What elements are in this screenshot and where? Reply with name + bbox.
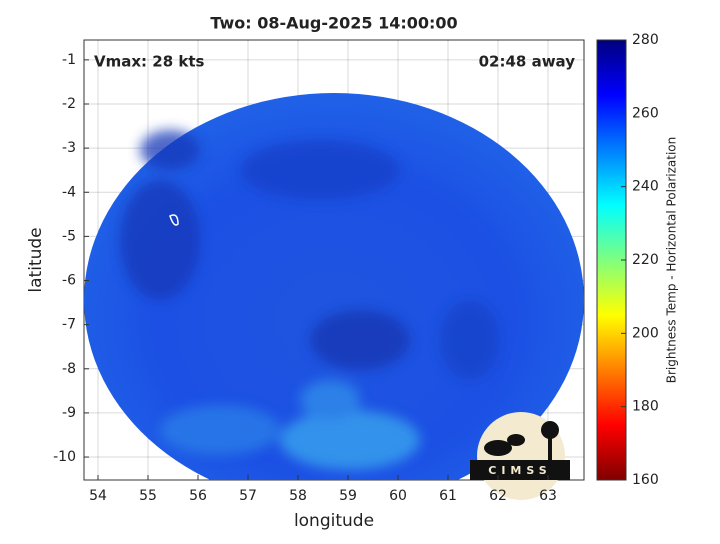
annotation: Vmax: 28 kts bbox=[94, 53, 204, 71]
y-tick-label: -1 bbox=[62, 52, 76, 68]
x-tick-label: 63 bbox=[539, 488, 557, 504]
x-tick-label: 62 bbox=[489, 488, 507, 504]
y-tick-label: -2 bbox=[62, 96, 76, 112]
x-tick-label: 55 bbox=[139, 488, 157, 504]
colorbar-tick-label: 240 bbox=[632, 179, 659, 195]
colorbar-tick-label: 280 bbox=[632, 32, 659, 48]
x-tick-label: 54 bbox=[89, 488, 107, 504]
y-tick-label: -3 bbox=[62, 140, 76, 156]
y-tick-label: -7 bbox=[62, 317, 76, 333]
x-tick-label: 60 bbox=[389, 488, 407, 504]
colorbar-tick-label: 260 bbox=[632, 105, 659, 121]
x-tick-label: 58 bbox=[289, 488, 307, 504]
y-tick-label: -6 bbox=[62, 273, 76, 289]
y-tick-label: -9 bbox=[62, 405, 76, 421]
colorbar-label: Brightness Temp - Horizontal Polarizatio… bbox=[665, 137, 679, 384]
x-tick-label: 61 bbox=[439, 488, 457, 504]
y-tick-label: -5 bbox=[62, 228, 76, 244]
x-tick-label: 56 bbox=[189, 488, 207, 504]
y-tick-label: -8 bbox=[62, 361, 76, 377]
y-tick-label: -4 bbox=[62, 184, 76, 200]
colorbar-tick-label: 220 bbox=[632, 252, 659, 268]
brightness-image bbox=[84, 93, 584, 480]
x-axis-label: longitude bbox=[294, 511, 374, 531]
y-tick-label: -10 bbox=[53, 449, 76, 465]
colorbar-tick-label: 200 bbox=[632, 325, 659, 341]
y-axis-label: latitude bbox=[26, 227, 46, 292]
x-tick-label: 59 bbox=[339, 488, 357, 504]
colorbar-tick-label: 180 bbox=[632, 399, 659, 415]
logo-text: CIMSS bbox=[488, 464, 551, 477]
logo: CIMSS bbox=[470, 412, 570, 500]
annotation: 02:48 away bbox=[479, 53, 576, 71]
chart-title: Two: 08-Aug-2025 14:00:00 bbox=[210, 14, 457, 33]
x-tick-label: 57 bbox=[239, 488, 257, 504]
colorbar-tick-label: 160 bbox=[632, 472, 659, 488]
